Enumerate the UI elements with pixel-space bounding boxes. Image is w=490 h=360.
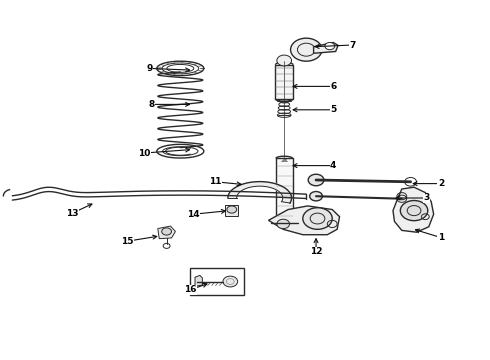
Circle shape — [227, 206, 237, 213]
Text: 10: 10 — [138, 149, 151, 158]
Polygon shape — [314, 42, 338, 53]
Polygon shape — [195, 275, 202, 286]
Circle shape — [162, 228, 172, 235]
Circle shape — [400, 201, 428, 221]
Polygon shape — [275, 65, 293, 99]
Polygon shape — [225, 205, 238, 216]
Text: 2: 2 — [438, 179, 444, 188]
Text: 7: 7 — [349, 40, 356, 49]
Text: 9: 9 — [146, 64, 153, 73]
Polygon shape — [269, 206, 340, 235]
Bar — [190, 268, 244, 295]
Circle shape — [223, 276, 238, 287]
Text: 12: 12 — [310, 248, 322, 256]
Text: 11: 11 — [209, 177, 222, 186]
Text: 4: 4 — [330, 161, 337, 170]
Text: 13: 13 — [66, 209, 79, 217]
Text: 3: 3 — [423, 194, 429, 202]
Text: 1: 1 — [438, 233, 444, 242]
Polygon shape — [158, 226, 175, 239]
Circle shape — [291, 38, 322, 61]
Text: 5: 5 — [330, 105, 336, 114]
Text: 8: 8 — [149, 100, 155, 109]
Circle shape — [277, 55, 292, 66]
Text: 15: 15 — [121, 237, 134, 246]
Polygon shape — [393, 187, 434, 232]
Polygon shape — [276, 158, 293, 223]
Circle shape — [310, 192, 322, 201]
Circle shape — [277, 219, 290, 229]
Text: 14: 14 — [187, 210, 200, 219]
Circle shape — [325, 42, 335, 50]
Text: 16: 16 — [184, 285, 196, 294]
Circle shape — [303, 208, 332, 229]
Text: 6: 6 — [330, 82, 336, 91]
Circle shape — [308, 174, 324, 186]
Polygon shape — [228, 182, 292, 203]
